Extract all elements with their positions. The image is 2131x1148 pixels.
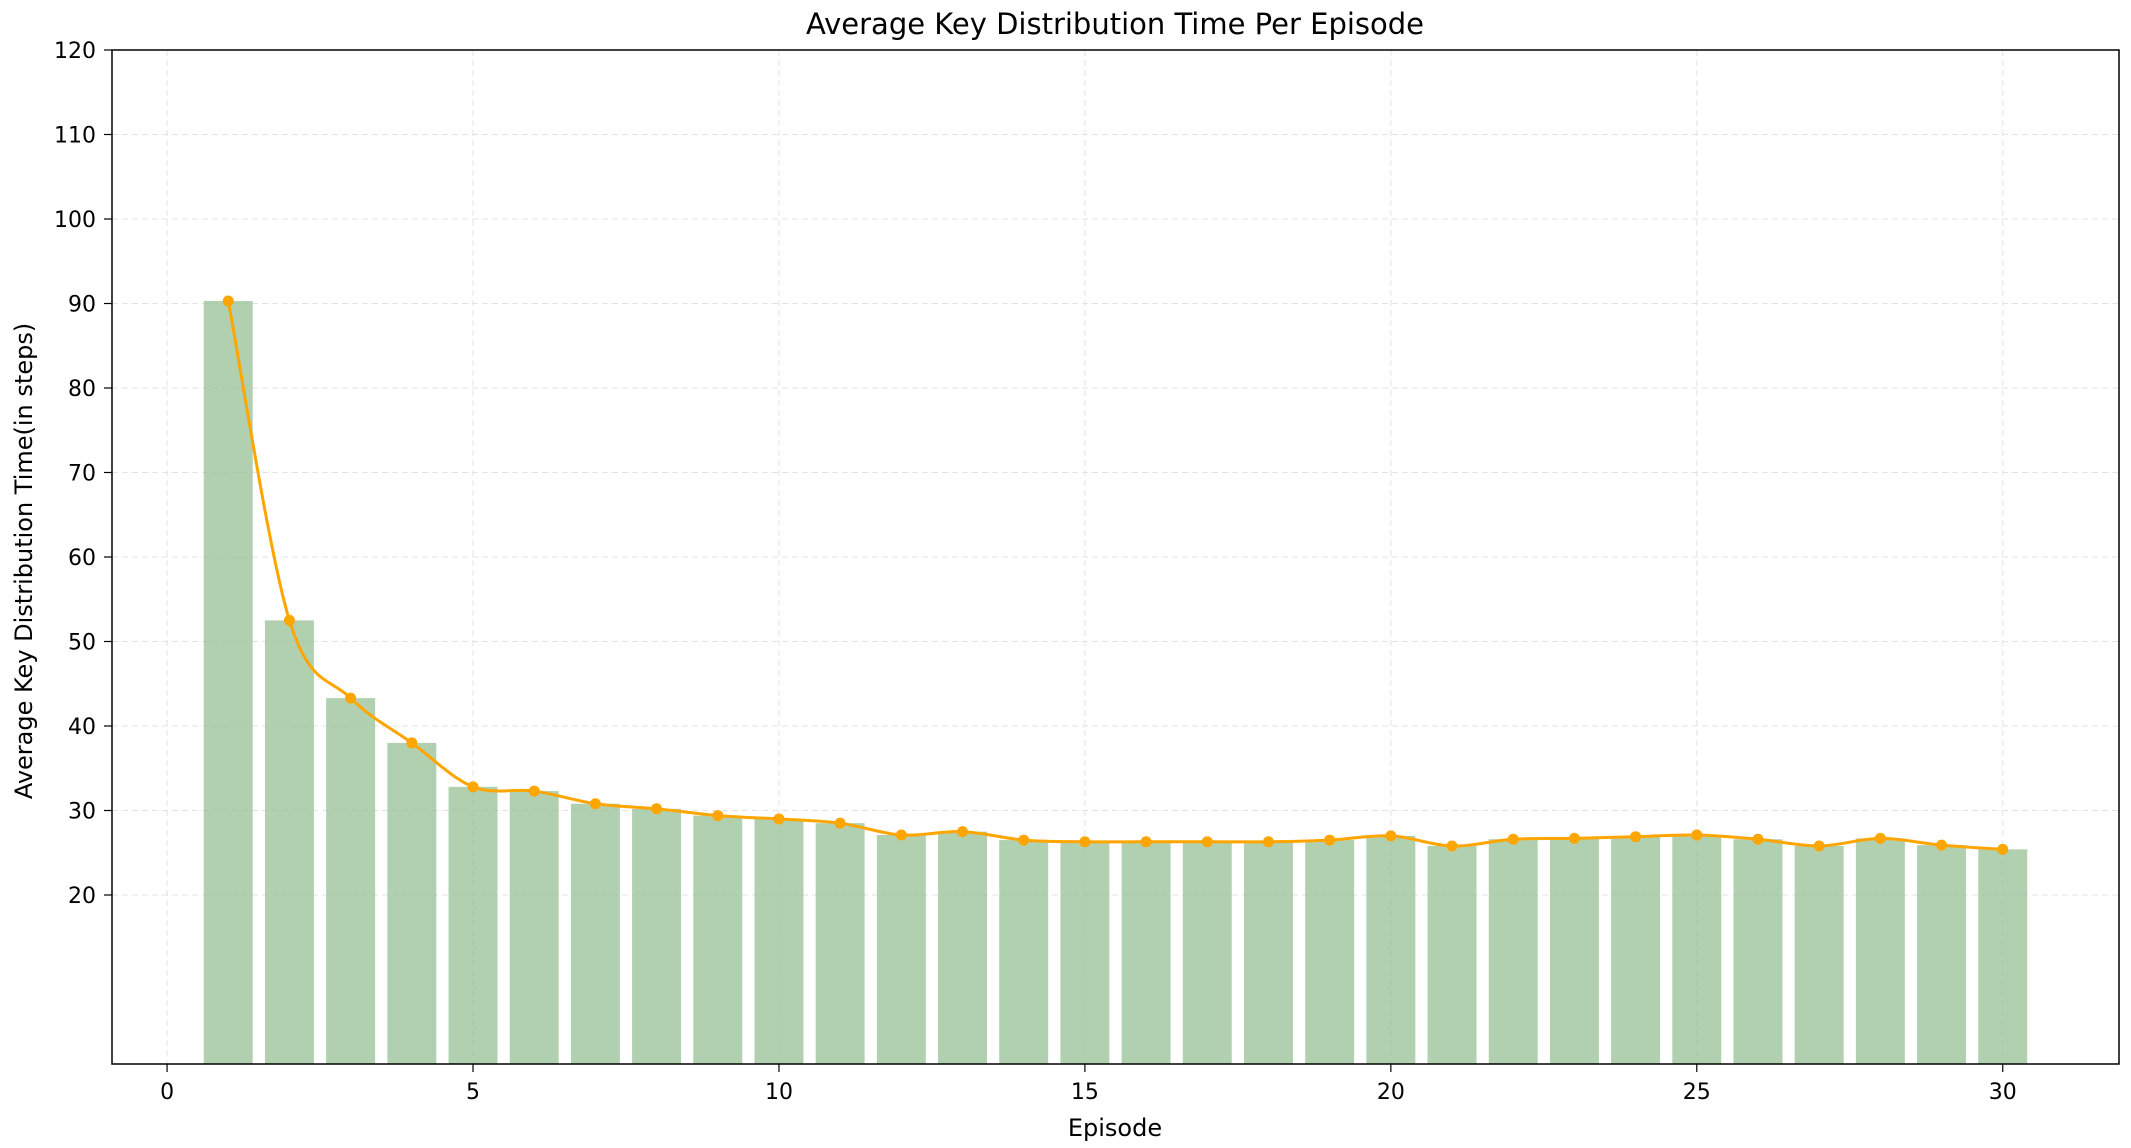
bar <box>1733 839 1783 1064</box>
bar <box>1794 845 1844 1064</box>
x-tick-label: 30 <box>1989 1080 2017 1105</box>
data-point <box>1446 840 1458 852</box>
data-point <box>589 798 601 810</box>
data-point <box>651 803 663 815</box>
data-point <box>1385 830 1397 842</box>
data-point <box>1079 836 1091 848</box>
bar <box>876 835 926 1064</box>
bar <box>1978 849 2028 1064</box>
bar <box>1305 840 1355 1064</box>
data-point <box>1201 836 1213 848</box>
data-point <box>222 295 234 307</box>
y-tick-label: 110 <box>54 124 96 149</box>
bar <box>1366 835 1416 1064</box>
y-tick-label: 30 <box>68 800 96 825</box>
bar <box>509 791 559 1064</box>
data-point <box>1813 840 1825 852</box>
data-point <box>1630 831 1642 843</box>
data-point <box>406 737 418 749</box>
data-point <box>283 614 295 626</box>
bar <box>1182 841 1232 1064</box>
chart-title: Average Key Distribution Time Per Episod… <box>806 7 1424 41</box>
data-point <box>1140 836 1152 848</box>
x-tick-label: 0 <box>160 1080 174 1105</box>
bar <box>1488 839 1538 1064</box>
y-axis-label: Average Key Distribution Time(in steps) <box>10 323 38 799</box>
y-tick-label: 40 <box>68 715 96 740</box>
bar <box>999 840 1049 1064</box>
x-axis-label: Episode <box>1068 1114 1162 1142</box>
bar <box>326 698 376 1064</box>
bar <box>632 808 682 1064</box>
bar <box>938 831 988 1064</box>
y-tick-label: 50 <box>68 631 96 656</box>
y-tick-label: 120 <box>54 39 96 64</box>
data-point <box>1997 843 2009 855</box>
y-tick-label: 80 <box>68 377 96 402</box>
axes: 0 5 10 15 20 25 30 20 30 40 50 60 70 80 90 100 110 120 <box>54 39 2120 1105</box>
bar <box>1243 841 1293 1064</box>
data-point <box>1874 832 1886 844</box>
data-point <box>467 781 479 793</box>
data-point <box>712 810 724 822</box>
bar <box>448 786 498 1064</box>
data-point <box>957 826 969 838</box>
data-point <box>1936 839 1948 851</box>
data-point <box>773 813 785 825</box>
bar <box>1917 845 1967 1064</box>
y-tick-label: 20 <box>68 884 96 909</box>
data-point <box>1568 832 1580 844</box>
data-point <box>834 817 846 829</box>
bar <box>754 818 804 1064</box>
x-tick-label: 10 <box>765 1080 793 1105</box>
bar <box>1611 836 1661 1064</box>
bars <box>203 300 2028 1065</box>
bar <box>1672 835 1722 1064</box>
x-tick-label: 20 <box>1377 1080 1405 1105</box>
x-tick-label: 5 <box>466 1080 480 1105</box>
y-tick-label: 70 <box>68 462 96 487</box>
data-point <box>345 692 357 704</box>
bar <box>693 815 743 1064</box>
bar <box>264 620 314 1064</box>
trend-points <box>222 295 2009 855</box>
y-tick-label: 100 <box>54 208 96 233</box>
bar <box>1121 841 1171 1064</box>
x-tick-label: 15 <box>1071 1080 1099 1105</box>
bar <box>1549 838 1599 1064</box>
data-point <box>1262 836 1274 848</box>
bar <box>815 823 865 1064</box>
data-point <box>1324 834 1336 846</box>
data-point <box>1752 833 1764 845</box>
bar <box>1427 845 1477 1064</box>
trend-line-path <box>226 300 2003 851</box>
y-tick-label: 60 <box>68 546 96 571</box>
trend-line <box>226 300 2003 851</box>
data-point <box>895 829 907 841</box>
bar <box>1855 838 1905 1064</box>
bar <box>570 803 620 1064</box>
x-tick-label: 25 <box>1683 1080 1711 1105</box>
bar <box>387 742 437 1064</box>
data-point <box>1691 829 1703 841</box>
bar <box>203 300 253 1065</box>
data-point <box>1507 833 1519 845</box>
bar <box>1060 841 1110 1064</box>
data-point <box>528 785 540 797</box>
data-point <box>1018 834 1030 846</box>
y-tick-label: 90 <box>68 293 96 318</box>
